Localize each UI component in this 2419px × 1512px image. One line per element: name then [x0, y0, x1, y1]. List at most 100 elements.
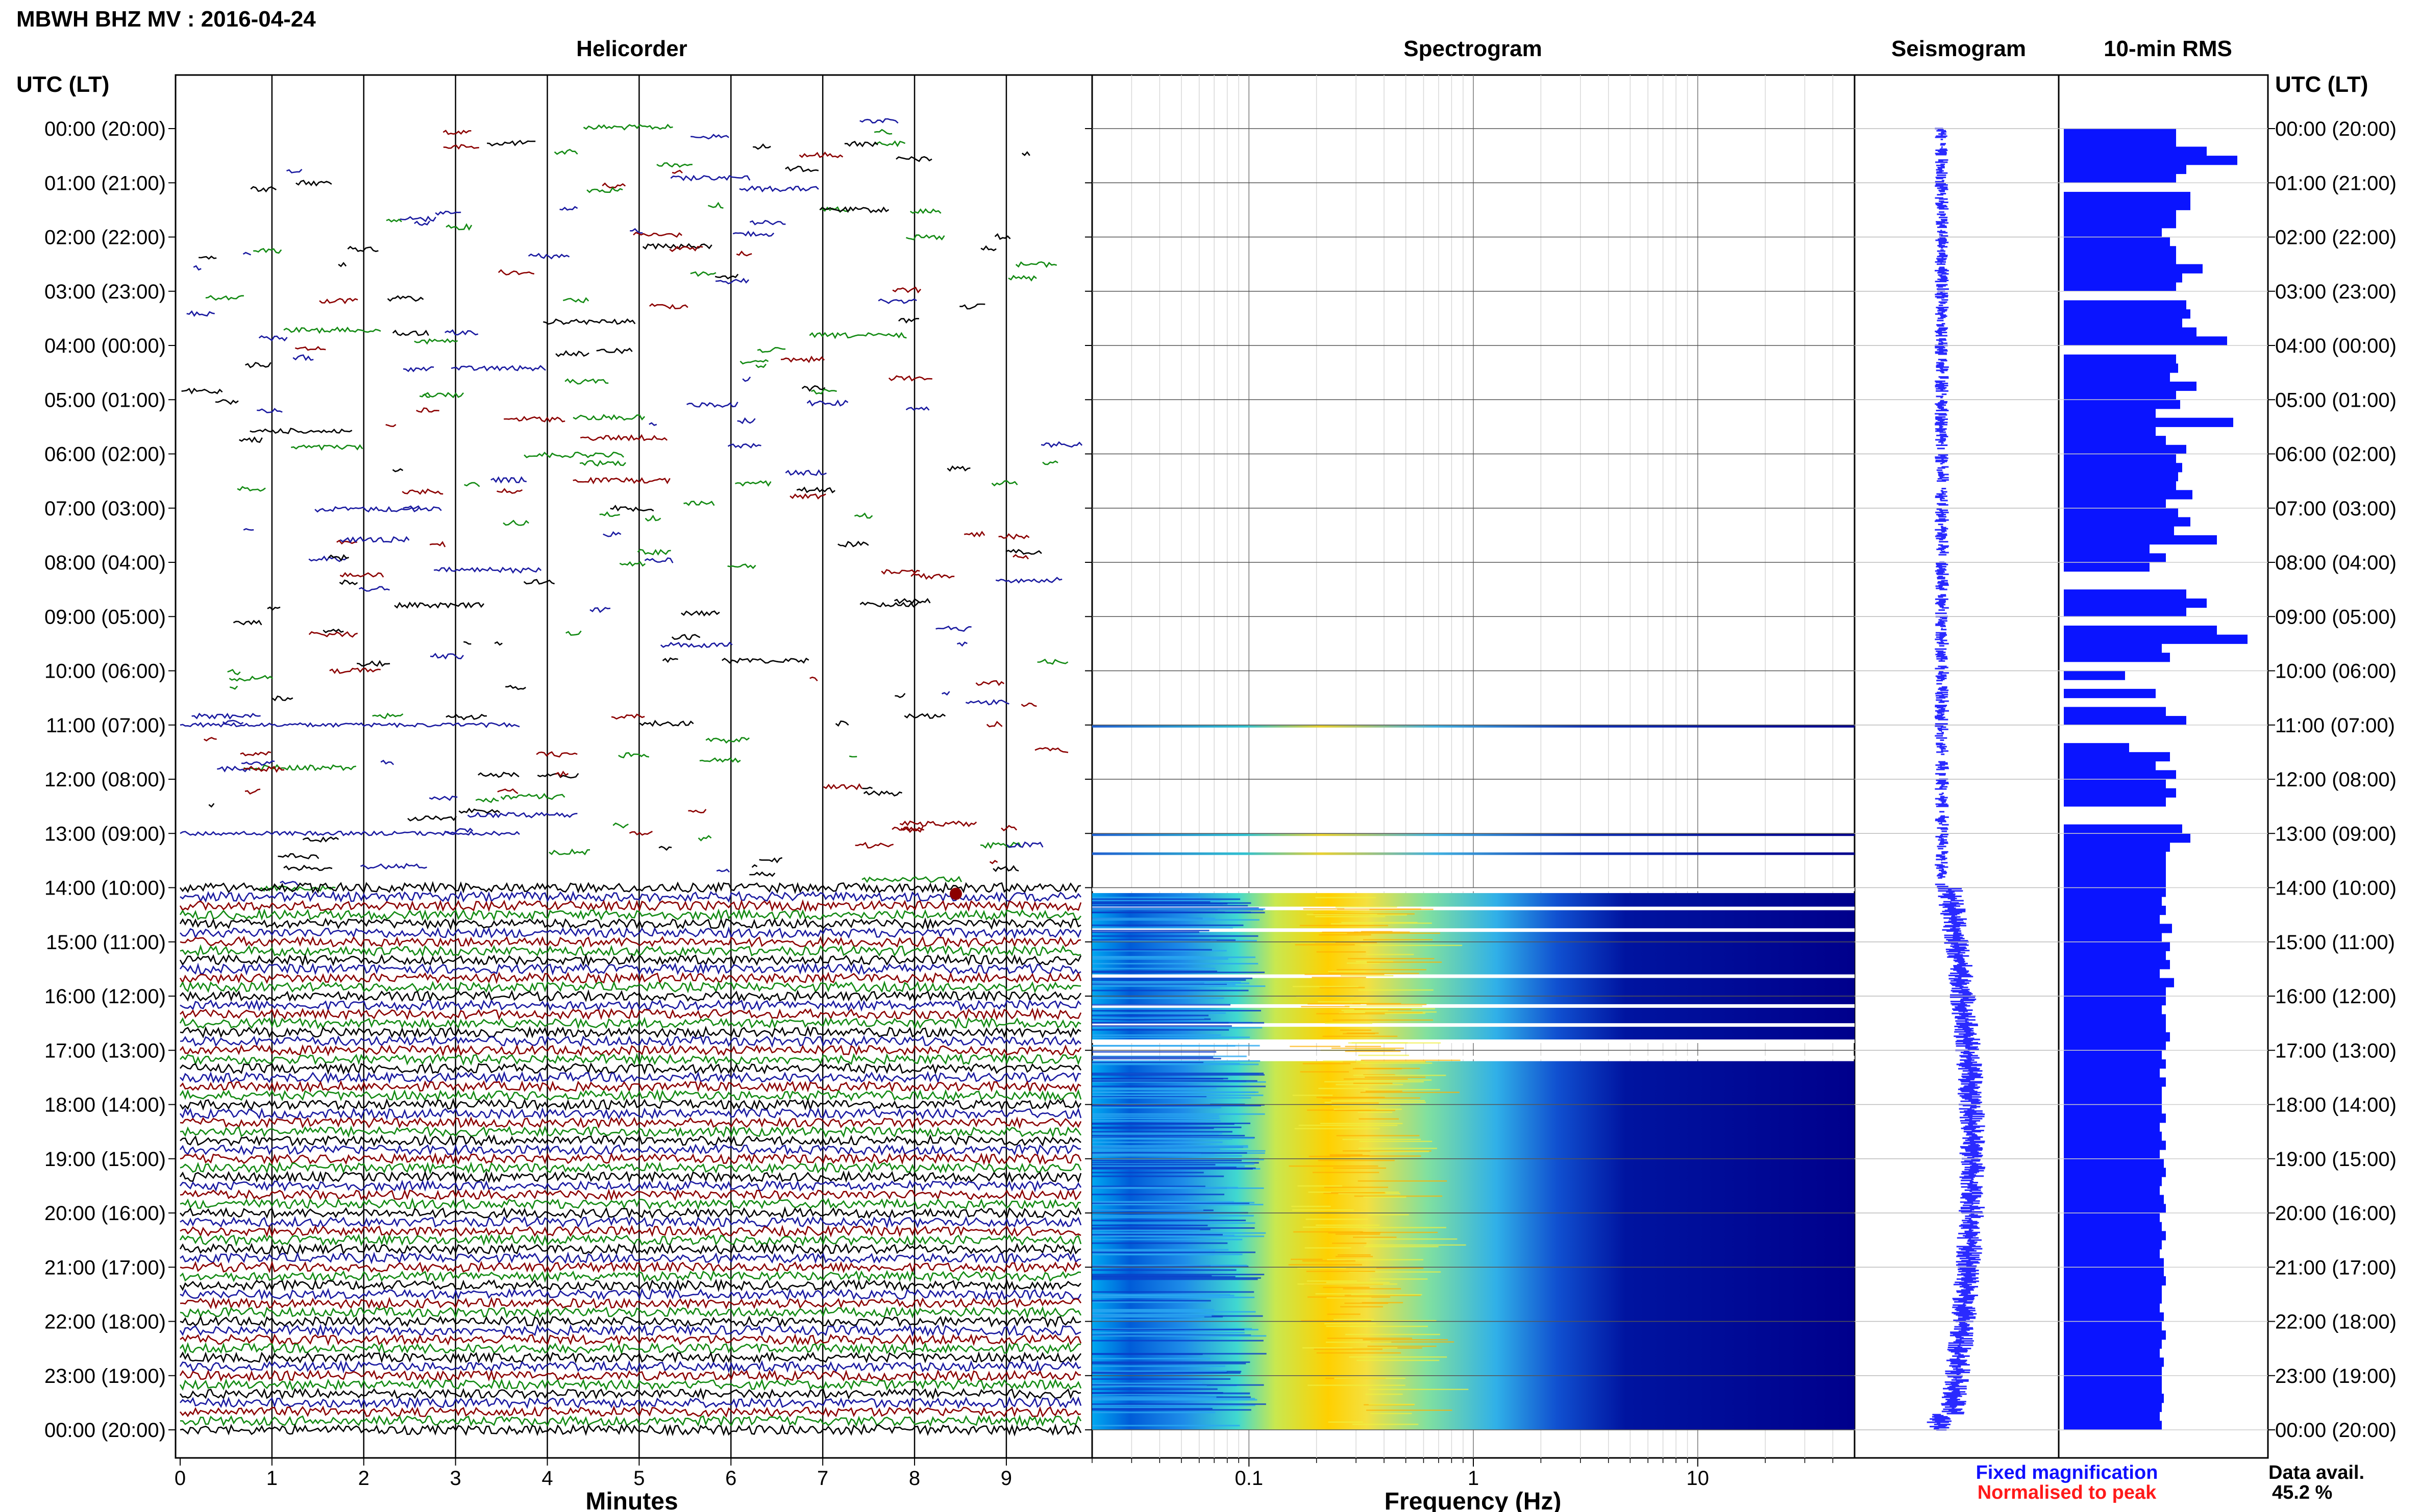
spectrogram-streak — [1302, 1260, 1355, 1262]
rms-bar — [2064, 951, 2166, 960]
rms-bar — [2064, 914, 2160, 924]
helicorder-trace — [180, 1152, 1082, 1166]
helicorder-segment — [328, 554, 349, 561]
spectrogram-streak — [1092, 1132, 1222, 1134]
spectrogram-streak — [1092, 1004, 1231, 1006]
spectrogram-streak — [1092, 902, 1251, 904]
rms-bar — [2064, 499, 2166, 509]
rms-bar — [2064, 1032, 2170, 1042]
helicorder-segment — [280, 880, 299, 886]
spectrogram-streak — [1341, 1009, 1388, 1011]
rms-bar — [2064, 156, 2237, 165]
helicorder-panel — [179, 75, 1083, 1458]
spectrogram-streak — [1092, 1311, 1256, 1313]
helicorder-segment — [801, 385, 826, 392]
spectrogram-streak — [1334, 1108, 1402, 1110]
rms-bar — [2064, 1150, 2160, 1159]
helicorder-segment — [504, 415, 565, 423]
helicorder-segment — [705, 737, 750, 744]
helicorder-segment — [669, 245, 703, 252]
spectrogram-streak — [1092, 907, 1259, 909]
time-tick-left: 02:00 (22:00) — [44, 227, 166, 249]
helicorder-segment — [894, 598, 931, 604]
minute-tick-label: 9 — [1001, 1467, 1012, 1490]
helicorder-segment — [935, 626, 972, 632]
spectrogram-streak — [1305, 1218, 1368, 1220]
helicorder-trace — [180, 890, 1081, 903]
spectrogram-streak — [1092, 1168, 1253, 1170]
spectrogram-streak — [1360, 1092, 1460, 1093]
frequency-tick-label: 0.1 — [1235, 1467, 1264, 1490]
helicorder-trace — [179, 1243, 1081, 1255]
helicorder-segment — [294, 345, 326, 351]
rms-bar — [2064, 905, 2166, 915]
helicorder-trace — [179, 1044, 1082, 1057]
helicorder-trace — [180, 1224, 1081, 1238]
helicorder-segment — [244, 788, 261, 795]
spectrogram-streak — [1092, 1340, 1264, 1342]
spectrogram-streak — [1092, 1150, 1266, 1152]
rms-bar — [2064, 1222, 2162, 1231]
spectrogram-streak — [1092, 1217, 1210, 1219]
rms-bar — [2064, 408, 2156, 418]
helicorder-segment — [637, 549, 671, 556]
time-tick-right: 00:00 (20:00) — [2275, 118, 2397, 140]
helicorder-trace — [180, 1315, 1081, 1328]
helicorder-segment — [1015, 261, 1057, 268]
time-tick-left: 16:00 (12:00) — [44, 985, 166, 1008]
helicorder-trace — [179, 1088, 1082, 1103]
spectrogram-streak — [1092, 1025, 1232, 1027]
helicorder-segment — [662, 657, 678, 663]
spectrogram-streak — [1368, 1403, 1415, 1405]
helicorder-segment — [759, 857, 783, 863]
helicorder-segment — [208, 803, 215, 808]
helicorder-segment — [906, 234, 945, 241]
helicorder-trace — [180, 926, 1082, 939]
spectrogram-streak — [1092, 931, 1199, 933]
helicorder-segment — [451, 365, 546, 371]
spectrogram-streak — [1313, 1172, 1379, 1173]
helicorder-segment — [554, 148, 578, 155]
spectrogram-streak — [1092, 1313, 1214, 1316]
spectrogram-streak — [1301, 1320, 1371, 1322]
spectrogram-streak — [1361, 945, 1463, 946]
rms-bar — [2064, 1168, 2166, 1177]
helicorder-trace — [180, 1270, 1081, 1283]
rms-bar — [2064, 860, 2166, 870]
helicorder-segment — [359, 586, 390, 592]
helicorder-segment — [749, 871, 776, 877]
helicorder-segment — [278, 853, 319, 859]
helicorder-trace — [179, 972, 1082, 984]
helicorder-segment — [445, 329, 479, 336]
spectrogram-streak — [1306, 913, 1377, 915]
helicorder-trace — [180, 1306, 1082, 1319]
helicorder-segment — [660, 641, 733, 649]
helicorder-segment — [565, 630, 582, 636]
helicorder-segment — [699, 757, 741, 763]
helicorder-segment — [302, 836, 339, 843]
rms-bar — [2064, 327, 2196, 337]
spectrogram-streak — [1365, 1238, 1458, 1240]
spectrogram-streak — [1092, 950, 1227, 952]
spectrogram-streak — [1092, 1056, 1214, 1058]
spectrogram-streak — [1092, 1409, 1251, 1411]
spectrogram-streak — [1331, 1047, 1404, 1049]
spectrogram-streak — [1092, 1301, 1207, 1303]
spectrogram-streak — [1353, 1075, 1446, 1076]
spectrogram-streak — [1092, 1091, 1256, 1093]
spectrogram-streak — [1092, 1078, 1228, 1080]
helicorder-segment — [639, 720, 694, 727]
spectrogram-streak — [1092, 1361, 1250, 1363]
station-title: MBWH BHZ MV : 2016-04-24 — [16, 7, 316, 32]
rms-bar — [2064, 1185, 2160, 1196]
spectrogram-streak — [1092, 1063, 1259, 1065]
spectrogram-streak — [1330, 1155, 1370, 1156]
rms-bar — [2064, 1014, 2166, 1024]
spectrogram-streak — [1092, 1027, 1263, 1029]
time-tick-right: 07:00 (03:00) — [2275, 498, 2397, 520]
spectrogram-streak — [1092, 1316, 1204, 1318]
spectrogram-gap — [1092, 906, 1855, 910]
time-tick-right: 04:00 (00:00) — [2275, 335, 2397, 357]
helicorder-segment — [739, 185, 819, 193]
helicorder-segment — [602, 182, 626, 189]
